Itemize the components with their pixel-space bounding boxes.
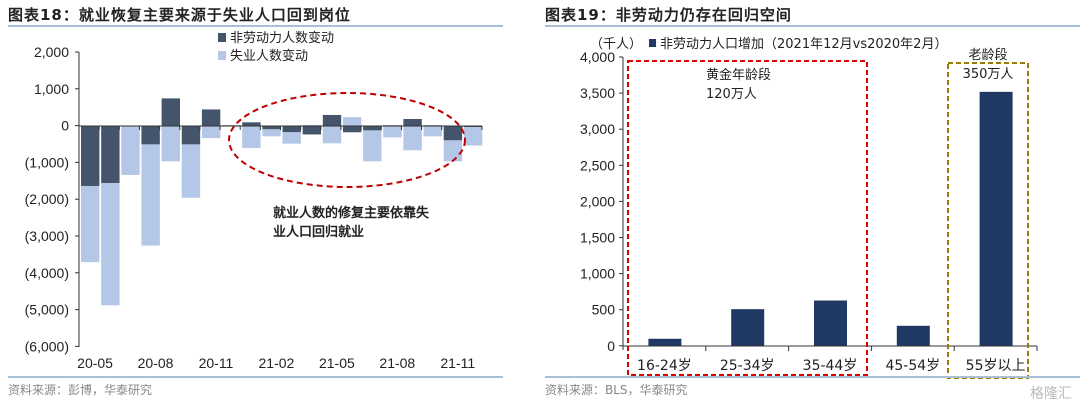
left-bar-unemployed <box>363 130 382 162</box>
right-bar <box>979 91 1013 346</box>
right-title-rule <box>545 25 1080 27</box>
left-x-tick-label: 20-05 <box>77 355 113 371</box>
left-y-tick-label: 2,000 <box>34 44 69 60</box>
left-bar-unemployed <box>262 129 281 137</box>
golden-age-annotation: 黄金年龄段 <box>706 67 771 83</box>
left-bar-not-in-labor-force <box>443 126 463 141</box>
left-bar-unemployed <box>322 126 342 144</box>
right-bar <box>896 325 930 346</box>
left-y-tick-label: (3,000) <box>25 228 69 244</box>
right-x-tick-label: 45-54岁 <box>885 358 940 374</box>
senior-age-annotation: 老龄段 <box>968 48 1007 63</box>
left-chart-title: 图表18：就业恢复主要来源于失业人口回到岗位 <box>8 6 351 24</box>
left-bar-unemployed <box>403 126 422 151</box>
left-bar-unemployed <box>161 126 180 162</box>
left-legend-label: 非劳动力人数变动 <box>230 30 334 46</box>
right-y-tick-label: 3,500 <box>580 85 615 101</box>
left-y-tick-label: (5,000) <box>25 302 69 318</box>
left-x-tick-label: 21-08 <box>379 355 415 371</box>
right-unit-label: （千人） <box>590 37 642 52</box>
left-y-tick-label: 1,000 <box>34 81 69 97</box>
left-bar-not-in-labor-force <box>101 126 120 184</box>
left-bar-not-in-labor-force <box>322 114 342 126</box>
left-bar-not-in-labor-force <box>81 126 100 186</box>
left-title-rule <box>8 25 503 27</box>
left-legend-swatch <box>218 51 226 60</box>
left-bar-unemployed <box>201 126 221 139</box>
left-bar-not-in-labor-force <box>463 126 483 128</box>
right-y-tick-label: 500 <box>592 302 616 318</box>
left-bar-not-in-labor-force <box>201 109 221 126</box>
left-y-tick-label: 0 <box>61 118 69 134</box>
left-y-tick-label: (1,000) <box>25 154 69 170</box>
left-x-tick-label: 20-11 <box>199 355 234 371</box>
left-bar-unemployed <box>81 185 100 263</box>
left-bar-unemployed <box>463 127 483 146</box>
right-y-tick-label: 2,000 <box>580 193 615 209</box>
left-x-tick-label: 21-05 <box>319 355 355 371</box>
right-legend-label: 非劳动力人口增加（2021年12月vs2020年2月） <box>660 36 947 52</box>
left-bar-unemployed <box>181 144 201 198</box>
left-footer-rule <box>8 376 503 378</box>
left-x-tick-label: 20-08 <box>138 355 174 371</box>
right-footer-rule <box>545 376 1080 378</box>
left-y-tick-label: (6,000) <box>25 338 69 354</box>
right-bar <box>814 300 847 346</box>
left-source: 资料来源：彭博，华泰研究 <box>8 383 153 397</box>
left-bar-not-in-labor-force <box>342 126 362 133</box>
left-bar-unemployed <box>423 126 442 137</box>
left-y-tick-label: (2,000) <box>25 191 69 207</box>
right-y-tick-label: 1,000 <box>580 266 615 282</box>
senior-age-annotation: 350万人 <box>963 67 1014 82</box>
golden-age-annotation: 120万人 <box>706 87 757 102</box>
senior-age-box <box>947 62 1029 379</box>
right-y-tick-label: 3,000 <box>580 121 615 137</box>
watermark-logo: 格隆汇 <box>1030 386 1072 402</box>
left-bar-not-in-labor-force <box>282 126 301 133</box>
left-bar-unemployed <box>383 126 402 138</box>
golden-age-box <box>627 60 868 376</box>
left-bar-unemployed <box>101 183 120 306</box>
right-y-tick-label: 2,500 <box>580 157 615 173</box>
left-bar-not-in-labor-force <box>363 126 382 131</box>
left-bar-unemployed <box>242 126 261 149</box>
left-bar-not-in-labor-force <box>181 126 201 145</box>
left-bar-unemployed <box>141 144 160 246</box>
right-bar <box>648 338 682 346</box>
left-bar-unemployed <box>342 117 362 126</box>
left-x-tick-label: 21-11 <box>440 355 475 371</box>
right-y-tick-label: 4,000 <box>580 49 615 65</box>
left-annotation: 就业人数的修复主要依靠失 <box>273 205 430 221</box>
right-legend-swatch <box>649 39 656 47</box>
left-bar-unemployed <box>443 140 463 162</box>
right-y-tick-label: 1,500 <box>580 230 615 246</box>
left-x-tick-label: 21-02 <box>259 355 295 371</box>
left-bar-not-in-labor-force <box>141 126 160 145</box>
left-bar-not-in-labor-force <box>242 122 261 126</box>
left-y-tick-label: (4,000) <box>25 265 69 281</box>
left-bar-not-in-labor-force <box>302 126 322 135</box>
right-y-tick-label: 0 <box>607 338 615 354</box>
right-x-tick-label: 25-34岁 <box>720 358 775 374</box>
right-x-tick-label: 16-24岁 <box>637 358 692 374</box>
left-bar-unemployed <box>302 124 322 126</box>
left-legend-label: 失业人数变动 <box>230 48 308 64</box>
left-annotation: 业人口回归就业 <box>273 224 364 240</box>
right-bar <box>731 309 765 346</box>
right-x-tick-label: 55岁以上 <box>966 358 1026 374</box>
right-x-tick-label: 35-44岁 <box>803 358 858 374</box>
right-source: 资料来源：BLS，华泰研究 <box>545 383 688 397</box>
left-bar-unemployed <box>282 132 301 144</box>
left-bar-not-in-labor-force <box>161 98 180 126</box>
right-chart-title: 图表19：非劳动力仍存在回归空间 <box>545 6 792 24</box>
left-legend-swatch <box>218 33 226 42</box>
left-bar-not-in-labor-force <box>262 126 281 130</box>
left-bar-not-in-labor-force <box>403 119 422 126</box>
left-bar-unemployed <box>121 126 140 175</box>
left-highlight-ellipse <box>228 92 466 188</box>
